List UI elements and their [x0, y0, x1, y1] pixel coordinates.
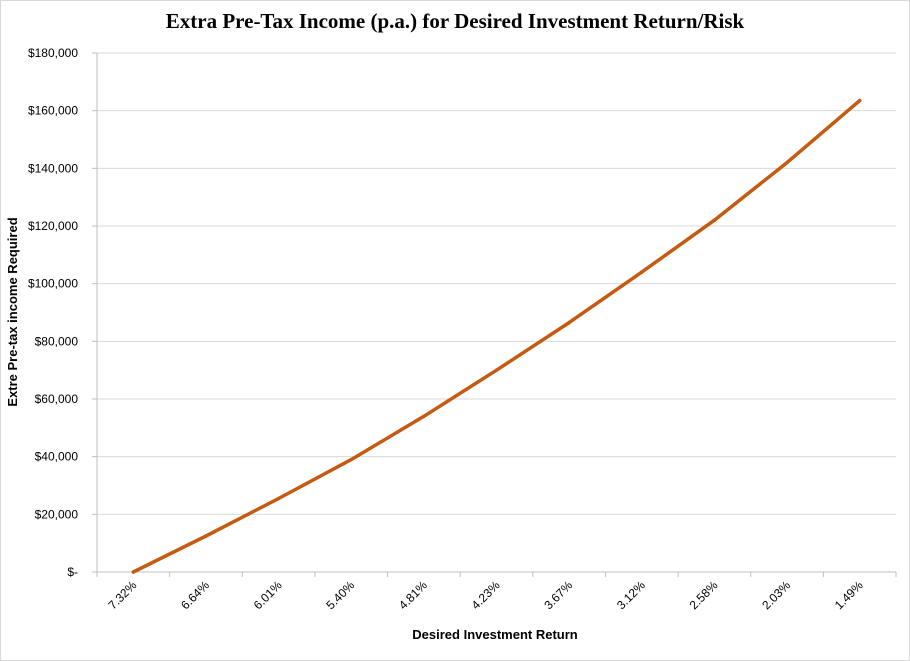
y-tick-label: $60,000 — [35, 392, 79, 406]
y-tick-label: $160,000 — [28, 104, 78, 118]
y-tick-label: $140,000 — [28, 161, 78, 175]
y-tick-label: $180,000 — [28, 46, 78, 60]
data-point — [349, 457, 353, 462]
x-tick-label: 3.12% — [614, 578, 648, 612]
x-tick-label: 2.03% — [759, 578, 793, 612]
data-point — [131, 570, 136, 574]
data-point — [494, 368, 499, 372]
y-tick-label: $100,000 — [28, 277, 78, 291]
gridlines — [97, 52, 896, 515]
y-axis-label: Extre Pre-tax income Required — [5, 217, 20, 406]
x-tick-label: 1.49% — [832, 578, 866, 612]
x-tick-label: 4.23% — [469, 578, 503, 612]
x-tick-label: 6.01% — [251, 578, 285, 612]
x-tick-labels: 7.32% 6.64% 6.01% 5.40% 4.81% 4.23% 3.67% 3.12%… — [105, 578, 866, 612]
series-group — [131, 98, 862, 574]
data-point — [276, 496, 281, 501]
y-tick-label: $- — [67, 565, 78, 579]
x-tick-label: 7.32% — [105, 578, 139, 612]
data-point — [785, 160, 789, 165]
data-point — [204, 534, 208, 538]
y-tick-label: $120,000 — [28, 219, 78, 233]
y-tick-label: $40,000 — [35, 450, 79, 464]
x-tick-label: 5.40% — [323, 578, 357, 612]
data-point — [640, 270, 644, 274]
y-tick-labels: $- $20,000 $40,000 $60,000 $80,000 $100,000 $1… — [28, 46, 78, 579]
x-tick-label: 2.58% — [687, 578, 721, 612]
x-axis-label: Desired Investment Return — [412, 627, 577, 642]
data-point — [712, 218, 717, 222]
x-tick-label: 4.81% — [396, 578, 430, 612]
data-point — [422, 414, 426, 418]
data-point — [857, 98, 862, 103]
data-point — [567, 320, 571, 325]
y-tick-label: $20,000 — [35, 507, 79, 521]
x-tick-label: 6.64% — [178, 578, 212, 612]
series-line — [131, 98, 862, 574]
chart-title: Extra Pre-Tax Income (p.a.) for Desired … — [165, 9, 745, 33]
y-tick-label: $80,000 — [35, 334, 79, 348]
x-tick-label: 3.67% — [541, 578, 575, 612]
axes — [92, 52, 897, 577]
